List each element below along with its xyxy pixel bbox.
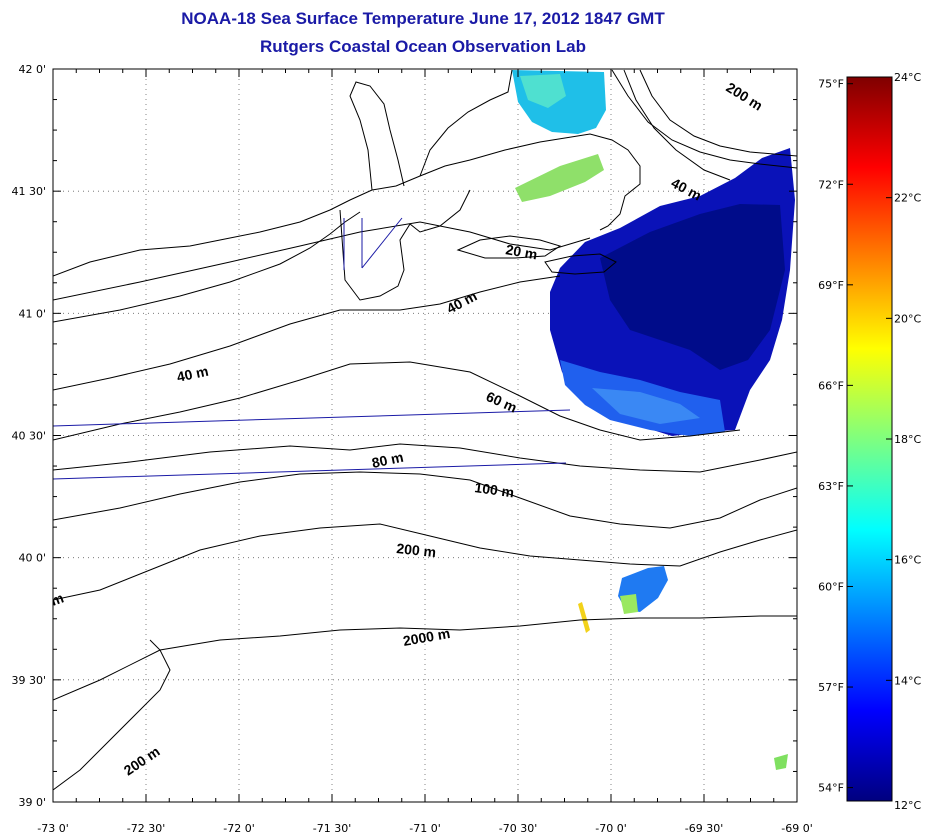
contour-label-20m: 20 m bbox=[504, 241, 538, 262]
latitude-tick-label: 41 30' bbox=[11, 185, 46, 198]
coastline-buzzards-bay bbox=[419, 69, 513, 177]
longitude-tick-label: -72 30' bbox=[127, 822, 165, 835]
colorbar bbox=[846, 76, 893, 802]
contour-200m-canyon bbox=[53, 639, 171, 791]
transect-line-north bbox=[53, 409, 571, 427]
sst-patch-shelf-edge bbox=[592, 388, 700, 424]
celsius-tick-label: 18°C bbox=[894, 433, 921, 446]
fahrenheit-tick-label: 63°F bbox=[818, 480, 844, 493]
longitude-tick-label: -72 0' bbox=[223, 822, 255, 835]
contour-200m-northeast bbox=[611, 69, 797, 169]
contour-label-200m-shelf: 200 m bbox=[396, 540, 437, 560]
celsius-tick-label: 14°C bbox=[894, 674, 921, 687]
colorbar-ticks: 24°C 22°C 20°C 18°C 16°C 14°C 12°C 75°F 72°F 69°F… bbox=[818, 71, 921, 812]
map-subtitle: Rutgers Coastal Ocean Observation Lab bbox=[260, 37, 586, 56]
contour-label-100m: 100 m bbox=[474, 479, 516, 500]
latitude-tick-label: 39 0' bbox=[18, 796, 46, 809]
bathymetry-contours bbox=[53, 69, 797, 791]
fahrenheit-tick-label: 57°F bbox=[818, 681, 844, 694]
latitude-tick-label: 41 0' bbox=[18, 307, 46, 320]
sst-patch-cape-cod-bay-warm bbox=[520, 74, 566, 108]
contour-100m bbox=[53, 471, 797, 529]
fahrenheit-tick-label: 75°F bbox=[818, 78, 844, 91]
contour-40m-west bbox=[53, 275, 561, 391]
sst-data-patches bbox=[512, 70, 795, 770]
sst-patch-southeast bbox=[774, 754, 788, 770]
celsius-tick-label: 16°C bbox=[894, 554, 921, 567]
contour-80m bbox=[53, 443, 797, 473]
latitude-tick-label: 42 0' bbox=[18, 63, 46, 76]
celsius-tick-label: 24°C bbox=[894, 71, 921, 84]
contour-20m bbox=[53, 221, 591, 301]
map-title: NOAA-18 Sea Surface Temperature June 17,… bbox=[181, 9, 665, 28]
transect-line-diagonal-c bbox=[361, 217, 403, 269]
transect-line-south bbox=[53, 462, 567, 480]
coastline-block-island-rhode-island bbox=[339, 189, 471, 301]
latitude-tick-label: 39 30' bbox=[11, 674, 46, 687]
coastline-cape-cod bbox=[469, 133, 641, 231]
fahrenheit-tick-label: 60°F bbox=[818, 580, 844, 593]
fahrenheit-tick-label: 54°F bbox=[818, 782, 844, 795]
latitude-tick-label: 40 0' bbox=[18, 552, 46, 565]
coastline bbox=[53, 69, 641, 323]
celsius-tick-label: 12°C bbox=[894, 799, 921, 812]
fahrenheit-tick-label: 72°F bbox=[818, 178, 844, 191]
celsius-tick-label: 20°C bbox=[894, 312, 921, 325]
celsius-tick-label: 22°C bbox=[894, 192, 921, 205]
fahrenheit-tick-label: 66°F bbox=[818, 379, 844, 392]
longitude-tick-label: -69 30' bbox=[685, 822, 723, 835]
longitude-tick-label: -69 0' bbox=[781, 822, 813, 835]
longitude-tick-label: -71 0' bbox=[409, 822, 441, 835]
ship-transects bbox=[53, 217, 571, 480]
longitude-tick-label: -73 0' bbox=[37, 822, 69, 835]
longitude-tick-label: -70 30' bbox=[499, 822, 537, 835]
contour-label-80m: 80 m bbox=[370, 449, 405, 471]
sst-streak bbox=[578, 602, 590, 633]
sst-patch-shelf-break-warm bbox=[620, 594, 638, 614]
sst-patch-nantucket-sound bbox=[515, 154, 604, 202]
coastline-long-island bbox=[53, 211, 361, 323]
longitude-tick-label: -71 30' bbox=[313, 822, 351, 835]
contour-label-40m-west: 40 m bbox=[175, 363, 210, 385]
coastline-connecticut-shore bbox=[53, 159, 471, 277]
contour-2000m bbox=[53, 615, 797, 701]
coastline-nantucket bbox=[544, 253, 617, 275]
map-axes: -73 0' -72 30' -72 0' -71 30' -71 0' -70 30' -… bbox=[11, 63, 812, 835]
contour-60m bbox=[53, 361, 741, 441]
longitude-tick-label: -70 0' bbox=[595, 822, 627, 835]
sst-patch-shelf-core bbox=[600, 204, 785, 370]
fahrenheit-tick-label: 69°F bbox=[818, 279, 844, 292]
contour-200m bbox=[53, 523, 797, 601]
coastline-narragansett bbox=[349, 81, 405, 191]
coastline-martha-vineyard bbox=[456, 235, 562, 259]
contour-40m-northeast bbox=[623, 69, 731, 181]
latitude-tick-label: 40 30' bbox=[11, 430, 46, 443]
contour-100m-northeast bbox=[639, 69, 797, 157]
